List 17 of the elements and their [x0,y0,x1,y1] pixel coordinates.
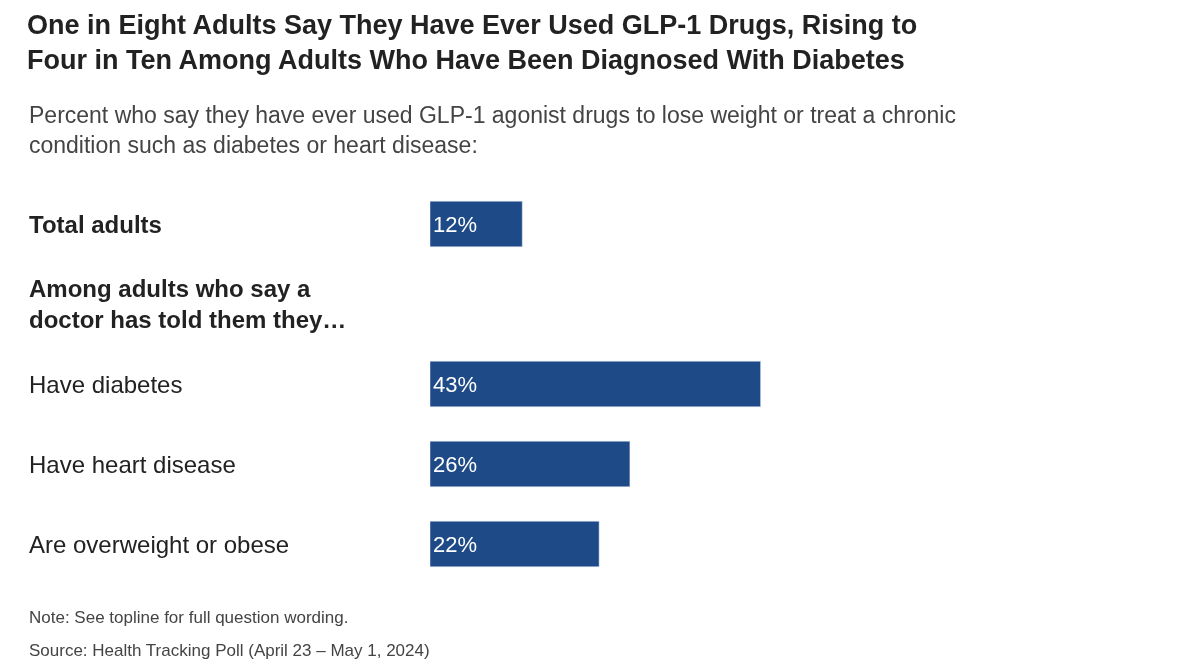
data-label: 22% [433,531,478,557]
chart-subtitle: Percent who say they have ever used GLP-1 agonist drugs to lose weight or treat a chronic condition such as diabetes or heart disease: [29,102,956,158]
source-note: Source: Health Tracking Poll (April 23 – May 1, 2024) [29,641,430,660]
bar [430,520,600,568]
y-tick-label: Among adults who say a doctor has told them they… [29,275,347,334]
bar [430,200,523,248]
bar [430,440,631,488]
bar [430,360,761,408]
y-tick-label: Are overweight or obese [29,531,290,558]
y-tick-label: Have heart disease [29,451,236,478]
chart-title: One in Eight Adults Say They Have Ever Used GLP-1 Drugs, Rising to Four in Ten Among Adults Who Have Been Diagnosed With Diabetes [27,9,918,75]
data-label: 12% [433,211,478,237]
text: Note: See topline for full question wording. [29,608,349,627]
y-tick-label: Have diabetes [29,371,183,398]
data-label: 43% [433,371,478,397]
y-tick-label: Total adults [29,211,162,238]
data-label: 26% [433,451,478,477]
